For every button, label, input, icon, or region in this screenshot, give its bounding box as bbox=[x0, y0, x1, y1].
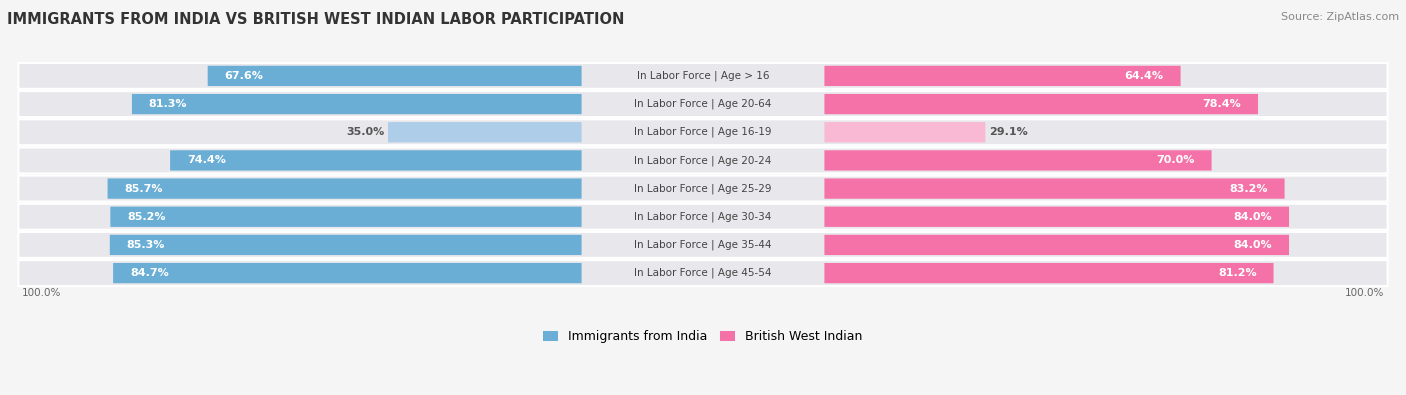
Text: 85.7%: 85.7% bbox=[125, 184, 163, 194]
Legend: Immigrants from India, British West Indian: Immigrants from India, British West Indi… bbox=[543, 330, 863, 343]
FancyBboxPatch shape bbox=[112, 263, 582, 283]
Text: 100.0%: 100.0% bbox=[1346, 288, 1385, 298]
FancyBboxPatch shape bbox=[824, 235, 1289, 255]
FancyBboxPatch shape bbox=[388, 122, 582, 142]
Text: 35.0%: 35.0% bbox=[346, 127, 385, 137]
FancyBboxPatch shape bbox=[18, 91, 1388, 117]
Text: IMMIGRANTS FROM INDIA VS BRITISH WEST INDIAN LABOR PARTICIPATION: IMMIGRANTS FROM INDIA VS BRITISH WEST IN… bbox=[7, 12, 624, 27]
Text: 67.6%: 67.6% bbox=[225, 71, 263, 81]
FancyBboxPatch shape bbox=[824, 94, 1258, 114]
Text: 70.0%: 70.0% bbox=[1156, 155, 1195, 166]
FancyBboxPatch shape bbox=[208, 66, 582, 86]
Text: 100.0%: 100.0% bbox=[21, 288, 60, 298]
Text: 85.3%: 85.3% bbox=[127, 240, 165, 250]
FancyBboxPatch shape bbox=[18, 176, 1388, 201]
Text: 85.2%: 85.2% bbox=[127, 212, 166, 222]
FancyBboxPatch shape bbox=[170, 150, 582, 171]
FancyBboxPatch shape bbox=[110, 235, 582, 255]
Text: 81.3%: 81.3% bbox=[149, 99, 187, 109]
Text: 83.2%: 83.2% bbox=[1229, 184, 1268, 194]
Text: In Labor Force | Age 25-29: In Labor Force | Age 25-29 bbox=[634, 183, 772, 194]
Text: In Labor Force | Age 30-34: In Labor Force | Age 30-34 bbox=[634, 211, 772, 222]
FancyBboxPatch shape bbox=[18, 147, 1388, 173]
FancyBboxPatch shape bbox=[132, 94, 582, 114]
Text: 84.0%: 84.0% bbox=[1233, 212, 1272, 222]
Text: 64.4%: 64.4% bbox=[1125, 71, 1164, 81]
Text: In Labor Force | Age 16-19: In Labor Force | Age 16-19 bbox=[634, 127, 772, 137]
Text: 81.2%: 81.2% bbox=[1218, 268, 1257, 278]
Text: 78.4%: 78.4% bbox=[1202, 99, 1241, 109]
FancyBboxPatch shape bbox=[824, 179, 1285, 199]
Text: 84.0%: 84.0% bbox=[1233, 240, 1272, 250]
Text: In Labor Force | Age 20-64: In Labor Force | Age 20-64 bbox=[634, 99, 772, 109]
FancyBboxPatch shape bbox=[18, 63, 1388, 89]
Text: 29.1%: 29.1% bbox=[988, 127, 1028, 137]
FancyBboxPatch shape bbox=[18, 204, 1388, 230]
FancyBboxPatch shape bbox=[824, 150, 1212, 171]
FancyBboxPatch shape bbox=[18, 232, 1388, 258]
FancyBboxPatch shape bbox=[18, 119, 1388, 145]
FancyBboxPatch shape bbox=[824, 263, 1274, 283]
FancyBboxPatch shape bbox=[824, 207, 1289, 227]
Text: In Labor Force | Age 20-24: In Labor Force | Age 20-24 bbox=[634, 155, 772, 166]
Text: 84.7%: 84.7% bbox=[129, 268, 169, 278]
Text: In Labor Force | Age 45-54: In Labor Force | Age 45-54 bbox=[634, 268, 772, 278]
Text: In Labor Force | Age 35-44: In Labor Force | Age 35-44 bbox=[634, 240, 772, 250]
FancyBboxPatch shape bbox=[18, 260, 1388, 286]
FancyBboxPatch shape bbox=[824, 122, 986, 142]
Text: Source: ZipAtlas.com: Source: ZipAtlas.com bbox=[1281, 12, 1399, 22]
Text: 74.4%: 74.4% bbox=[187, 155, 226, 166]
FancyBboxPatch shape bbox=[110, 207, 582, 227]
FancyBboxPatch shape bbox=[824, 66, 1181, 86]
Text: In Labor Force | Age > 16: In Labor Force | Age > 16 bbox=[637, 71, 769, 81]
FancyBboxPatch shape bbox=[108, 179, 582, 199]
